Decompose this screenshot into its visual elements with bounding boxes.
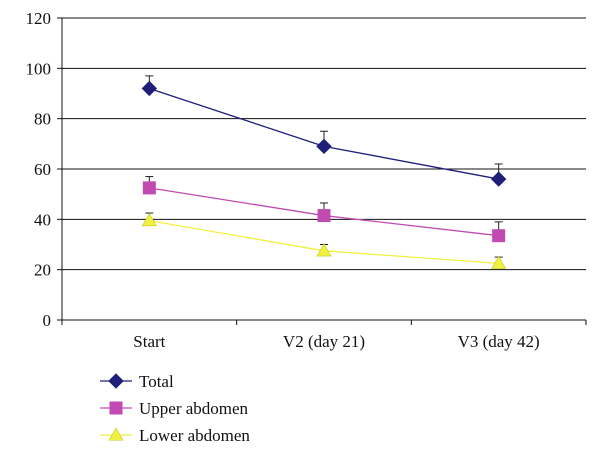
legend-marker xyxy=(108,427,124,441)
y-tick-label: 120 xyxy=(26,9,52,28)
y-tick-label: 40 xyxy=(34,210,51,229)
data-point xyxy=(141,212,157,227)
legend: Total Upper abdomen Lower abdomen xyxy=(100,372,250,445)
data-point xyxy=(316,243,332,257)
legend-item: Lower abdomen xyxy=(100,426,250,445)
series-line xyxy=(149,219,499,265)
data-point xyxy=(490,171,507,187)
series-1 xyxy=(142,176,506,243)
legend-item: Upper abdomen xyxy=(100,399,249,418)
x-tick-label: Start xyxy=(133,332,165,351)
series-0 xyxy=(141,75,507,187)
x-tick-label: V3 (day 42) xyxy=(458,332,540,351)
legend-marker xyxy=(108,373,124,389)
data-point xyxy=(317,209,331,223)
data-point xyxy=(316,138,332,155)
data-point xyxy=(492,229,506,243)
legend-item: Total xyxy=(100,372,174,391)
y-tick-label: 0 xyxy=(43,311,52,330)
data-point xyxy=(141,80,158,97)
y-tick-label: 60 xyxy=(34,160,51,179)
y-tick-label: 80 xyxy=(34,110,51,129)
y-tick-label: 100 xyxy=(26,59,52,78)
axes: 0 20 40 60 80 100 120 Start V2 (day 21) V3 (day 4… xyxy=(26,9,587,351)
data-point xyxy=(142,181,156,195)
y-tick-label: 20 xyxy=(34,261,51,280)
legend-label: Lower abdomen xyxy=(139,426,250,445)
x-tick-label: V2 (day 21) xyxy=(283,332,365,351)
legend-marker xyxy=(109,401,123,415)
series-2 xyxy=(141,212,507,269)
legend-label: Upper abdomen xyxy=(139,399,249,418)
legend-label: Total xyxy=(139,372,174,391)
data-point xyxy=(491,255,507,269)
series xyxy=(141,75,507,269)
